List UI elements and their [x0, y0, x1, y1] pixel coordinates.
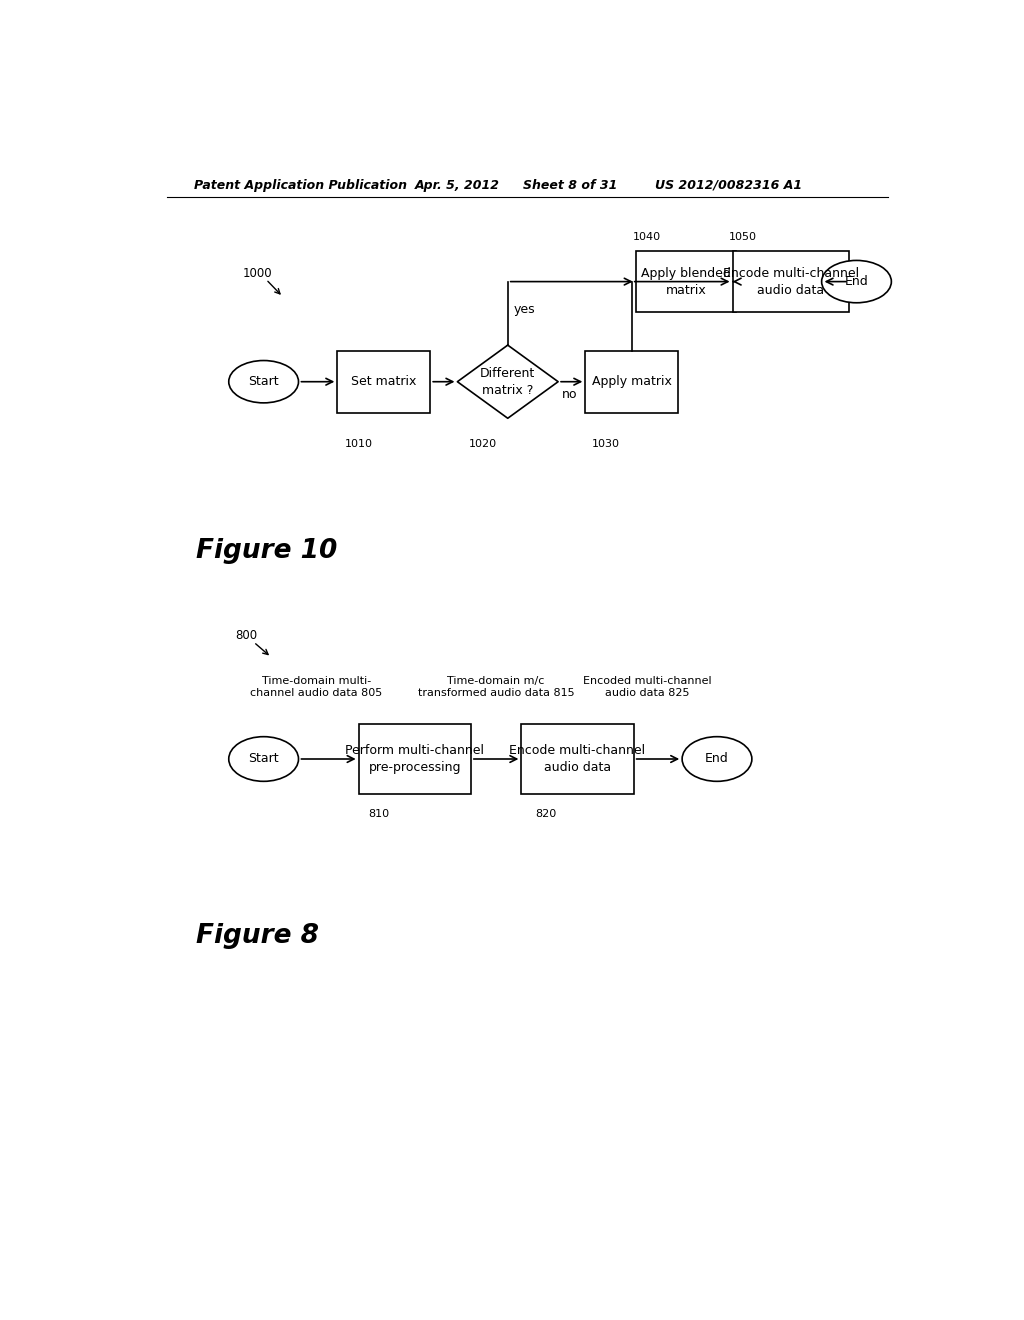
- Text: Encode multi-channel
audio data: Encode multi-channel audio data: [723, 267, 859, 297]
- Text: 820: 820: [535, 809, 556, 818]
- Text: Apr. 5, 2012: Apr. 5, 2012: [415, 178, 500, 191]
- Ellipse shape: [821, 260, 891, 302]
- Text: 1020: 1020: [469, 440, 497, 449]
- Text: Encoded multi-channel
audio data 825: Encoded multi-channel audio data 825: [583, 676, 712, 698]
- Text: Start: Start: [248, 375, 279, 388]
- Text: 800: 800: [234, 630, 257, 643]
- Text: US 2012/0082316 A1: US 2012/0082316 A1: [655, 178, 802, 191]
- Text: Perform multi-channel
pre-processing: Perform multi-channel pre-processing: [345, 744, 484, 774]
- Text: 1030: 1030: [592, 440, 620, 449]
- Text: Encode multi-channel
audio data: Encode multi-channel audio data: [509, 744, 645, 774]
- Polygon shape: [458, 345, 558, 418]
- FancyBboxPatch shape: [586, 351, 678, 412]
- FancyBboxPatch shape: [732, 251, 849, 313]
- Text: Patent Application Publication: Patent Application Publication: [194, 178, 407, 191]
- Text: 1050: 1050: [729, 231, 757, 242]
- Ellipse shape: [682, 737, 752, 781]
- Text: Apply blended
matrix: Apply blended matrix: [641, 267, 731, 297]
- FancyBboxPatch shape: [636, 251, 736, 313]
- Text: Sheet 8 of 31: Sheet 8 of 31: [523, 178, 617, 191]
- Text: 1000: 1000: [243, 268, 272, 280]
- Text: Set matrix: Set matrix: [351, 375, 417, 388]
- Text: Figure 8: Figure 8: [197, 923, 319, 949]
- Ellipse shape: [228, 360, 299, 403]
- Text: Time-domain multi-
channel audio data 805: Time-domain multi- channel audio data 80…: [251, 676, 383, 698]
- Text: Time-domain m/c
transformed audio data 815: Time-domain m/c transformed audio data 8…: [418, 676, 574, 698]
- Text: 810: 810: [369, 809, 389, 818]
- Text: End: End: [706, 752, 729, 766]
- Text: Different
matrix ?: Different matrix ?: [480, 367, 536, 397]
- Text: Apply matrix: Apply matrix: [592, 375, 672, 388]
- Text: no: no: [562, 388, 578, 401]
- FancyBboxPatch shape: [337, 351, 430, 412]
- Text: Figure 10: Figure 10: [197, 539, 338, 564]
- FancyBboxPatch shape: [358, 725, 471, 793]
- Text: yes: yes: [514, 304, 536, 315]
- Text: 1040: 1040: [633, 231, 662, 242]
- Text: End: End: [845, 275, 868, 288]
- Ellipse shape: [228, 737, 299, 781]
- Text: Start: Start: [248, 752, 279, 766]
- FancyBboxPatch shape: [521, 725, 634, 793]
- Text: 1010: 1010: [345, 440, 373, 449]
